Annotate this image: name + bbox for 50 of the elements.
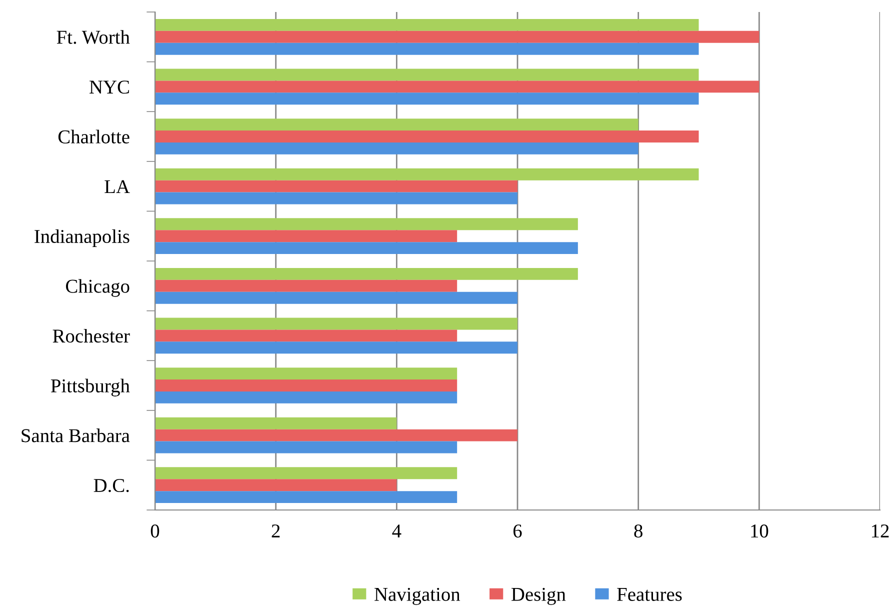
y-tick-label: NYC — [90, 80, 129, 94]
bar — [155, 280, 458, 292]
bar — [155, 268, 578, 280]
x-tick-label: 2 — [272, 524, 280, 538]
y-tick-label: Santa Barbara — [22, 428, 130, 442]
bar — [155, 92, 699, 105]
y-tick-label: Rochester — [52, 328, 130, 343]
x-tick-label: 8 — [634, 524, 642, 538]
bar — [155, 467, 458, 480]
bar — [155, 30, 760, 43]
bar — [155, 168, 699, 180]
bar — [155, 330, 458, 342]
bar — [155, 118, 638, 131]
x-tick-label: 4 — [392, 524, 402, 538]
bar — [155, 42, 699, 55]
y-tick-label: Ft. Worth — [56, 30, 130, 44]
bar — [155, 342, 518, 354]
bar — [155, 441, 458, 454]
bar — [155, 142, 638, 154]
x-tick-label: 6 — [513, 524, 522, 538]
bar — [155, 180, 518, 192]
legend-label: Navigation — [374, 588, 460, 605]
bar — [155, 80, 760, 93]
bar — [155, 130, 699, 142]
y-tick-label: Indianapolis — [34, 229, 130, 247]
bar — [155, 391, 458, 404]
x-tick-label: 10 — [751, 524, 768, 538]
bar — [155, 318, 518, 330]
bar — [155, 429, 518, 442]
y-tick-label: Chicago — [66, 279, 130, 297]
y-tick-label: Charlotte — [58, 130, 130, 144]
bar — [155, 417, 397, 430]
x-tick-label: 0 — [150, 524, 160, 538]
bar — [155, 192, 518, 204]
bar — [155, 218, 578, 230]
legend-label: Features — [617, 588, 682, 601]
bar — [155, 68, 699, 81]
y-tick-label: LA — [104, 180, 130, 194]
bar — [155, 479, 397, 492]
bar — [155, 491, 458, 504]
x-tick-label: 12 — [872, 524, 889, 538]
bar — [155, 18, 699, 31]
bar — [155, 242, 578, 254]
bar — [155, 368, 458, 380]
y-tick-label: Pittsburgh — [50, 378, 130, 396]
bar — [155, 230, 458, 242]
bar — [155, 292, 518, 304]
bar — [155, 380, 458, 392]
legend-label: Design — [511, 588, 566, 605]
y-tick-label: D.C. — [94, 478, 129, 492]
